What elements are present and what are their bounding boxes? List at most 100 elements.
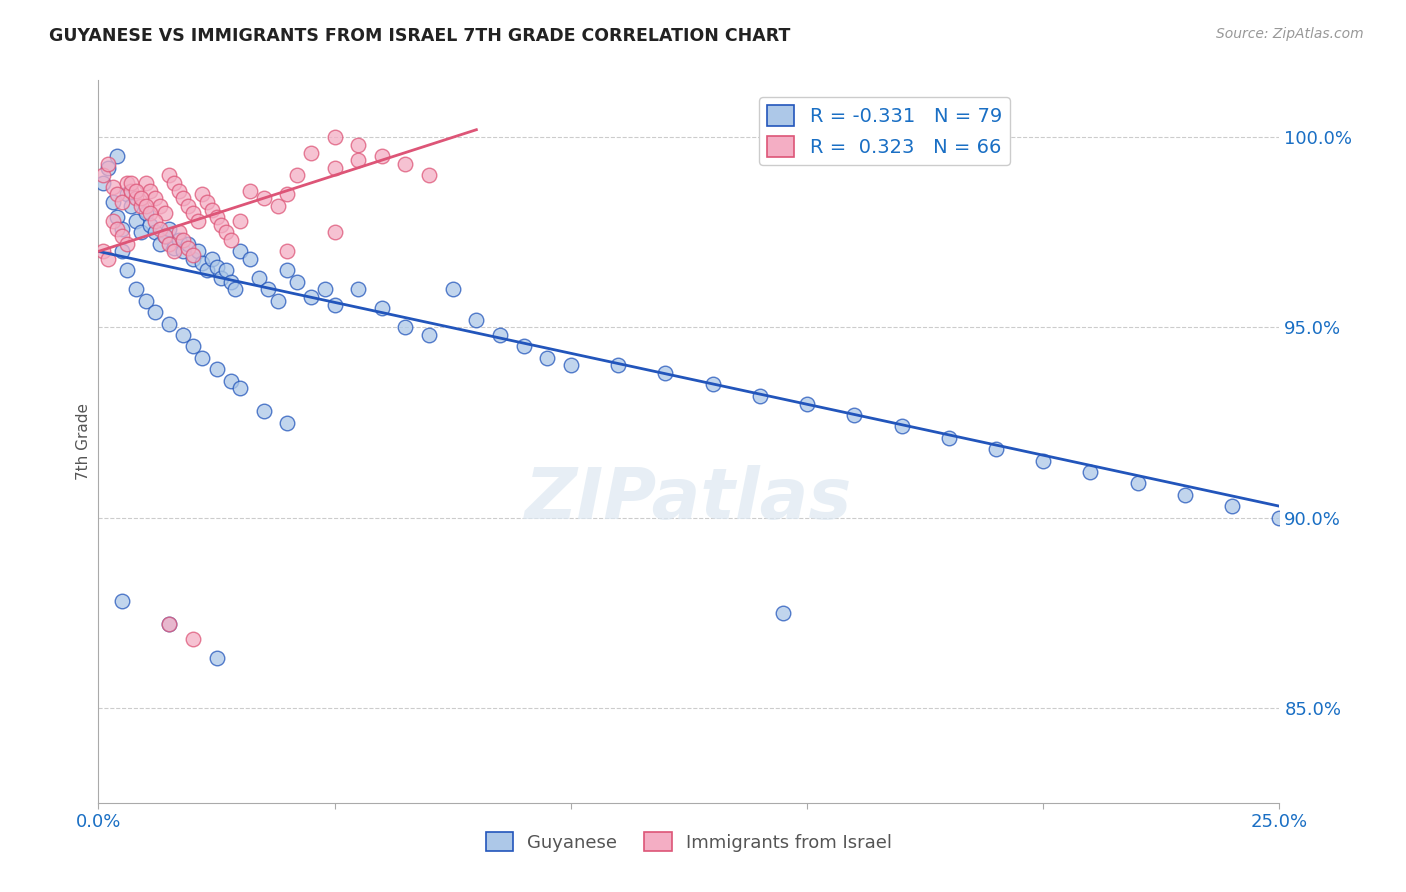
Point: [153, 229, 176, 244]
Point: [205, 260, 228, 274]
Point: [195, 263, 218, 277]
Point: [157, 221, 180, 235]
Point: [276, 187, 298, 202]
Point: [219, 275, 242, 289]
Point: [111, 194, 134, 209]
Point: [253, 404, 276, 418]
Point: [153, 229, 176, 244]
Point: [143, 226, 166, 240]
Point: [201, 252, 224, 266]
Point: [97, 252, 120, 266]
Point: [276, 416, 298, 430]
Text: Source: ZipAtlas.com: Source: ZipAtlas.com: [1216, 27, 1364, 41]
Point: [1126, 476, 1149, 491]
Point: [229, 381, 252, 395]
Point: [299, 145, 322, 160]
Point: [323, 130, 346, 145]
Point: [323, 298, 346, 312]
Point: [224, 282, 246, 296]
Point: [285, 169, 308, 183]
Point: [607, 359, 630, 373]
Point: [536, 351, 558, 365]
Point: [91, 176, 114, 190]
Point: [139, 218, 162, 232]
Point: [101, 214, 124, 228]
Point: [465, 313, 488, 327]
Point: [105, 210, 128, 224]
Point: [149, 236, 172, 251]
Point: [153, 206, 176, 220]
Point: [323, 161, 346, 175]
Point: [129, 199, 152, 213]
Point: [267, 293, 290, 308]
Point: [121, 184, 143, 198]
Point: [219, 374, 242, 388]
Point: [299, 290, 322, 304]
Text: GUYANESE VS IMMIGRANTS FROM ISRAEL 7TH GRADE CORRELATION CHART: GUYANESE VS IMMIGRANTS FROM ISRAEL 7TH G…: [49, 27, 790, 45]
Point: [149, 221, 172, 235]
Point: [702, 377, 724, 392]
Point: [938, 431, 960, 445]
Point: [167, 233, 190, 247]
Point: [157, 617, 180, 632]
Point: [172, 244, 194, 259]
Point: [101, 179, 124, 194]
Point: [125, 184, 148, 198]
Point: [257, 282, 280, 296]
Point: [187, 214, 209, 228]
Point: [111, 229, 134, 244]
Point: [285, 275, 308, 289]
Point: [219, 233, 242, 247]
Point: [181, 206, 204, 220]
Point: [191, 256, 214, 270]
Point: [163, 244, 186, 259]
Point: [229, 214, 252, 228]
Point: [276, 244, 298, 259]
Point: [371, 149, 394, 163]
Point: [276, 263, 298, 277]
Point: [157, 617, 180, 632]
Point: [135, 176, 157, 190]
Point: [209, 218, 232, 232]
Point: [748, 389, 770, 403]
Point: [512, 339, 534, 353]
Point: [105, 187, 128, 202]
Point: [205, 362, 228, 376]
Point: [157, 169, 180, 183]
Point: [347, 282, 370, 296]
Point: [121, 199, 143, 213]
Point: [115, 176, 138, 190]
Point: [167, 184, 190, 198]
Point: [177, 199, 200, 213]
Point: [205, 651, 228, 665]
Point: [1220, 499, 1243, 513]
Point: [239, 184, 262, 198]
Point: [101, 194, 124, 209]
Point: [105, 221, 128, 235]
Point: [890, 419, 912, 434]
Point: [191, 351, 214, 365]
Point: [181, 632, 204, 647]
Point: [267, 199, 290, 213]
Point: [91, 244, 114, 259]
Point: [984, 442, 1007, 457]
Point: [135, 199, 157, 213]
Point: [181, 339, 204, 353]
Point: [187, 244, 209, 259]
Point: [143, 191, 166, 205]
Point: [167, 226, 190, 240]
Point: [139, 206, 162, 220]
Point: [157, 236, 180, 251]
Point: [418, 328, 440, 343]
Point: [97, 157, 120, 171]
Point: [772, 606, 794, 620]
Point: [172, 328, 194, 343]
Point: [172, 191, 194, 205]
Point: [157, 317, 180, 331]
Point: [135, 293, 157, 308]
Point: [111, 221, 134, 235]
Point: [143, 214, 166, 228]
Point: [149, 199, 172, 213]
Point: [111, 594, 134, 608]
Point: [1268, 510, 1291, 524]
